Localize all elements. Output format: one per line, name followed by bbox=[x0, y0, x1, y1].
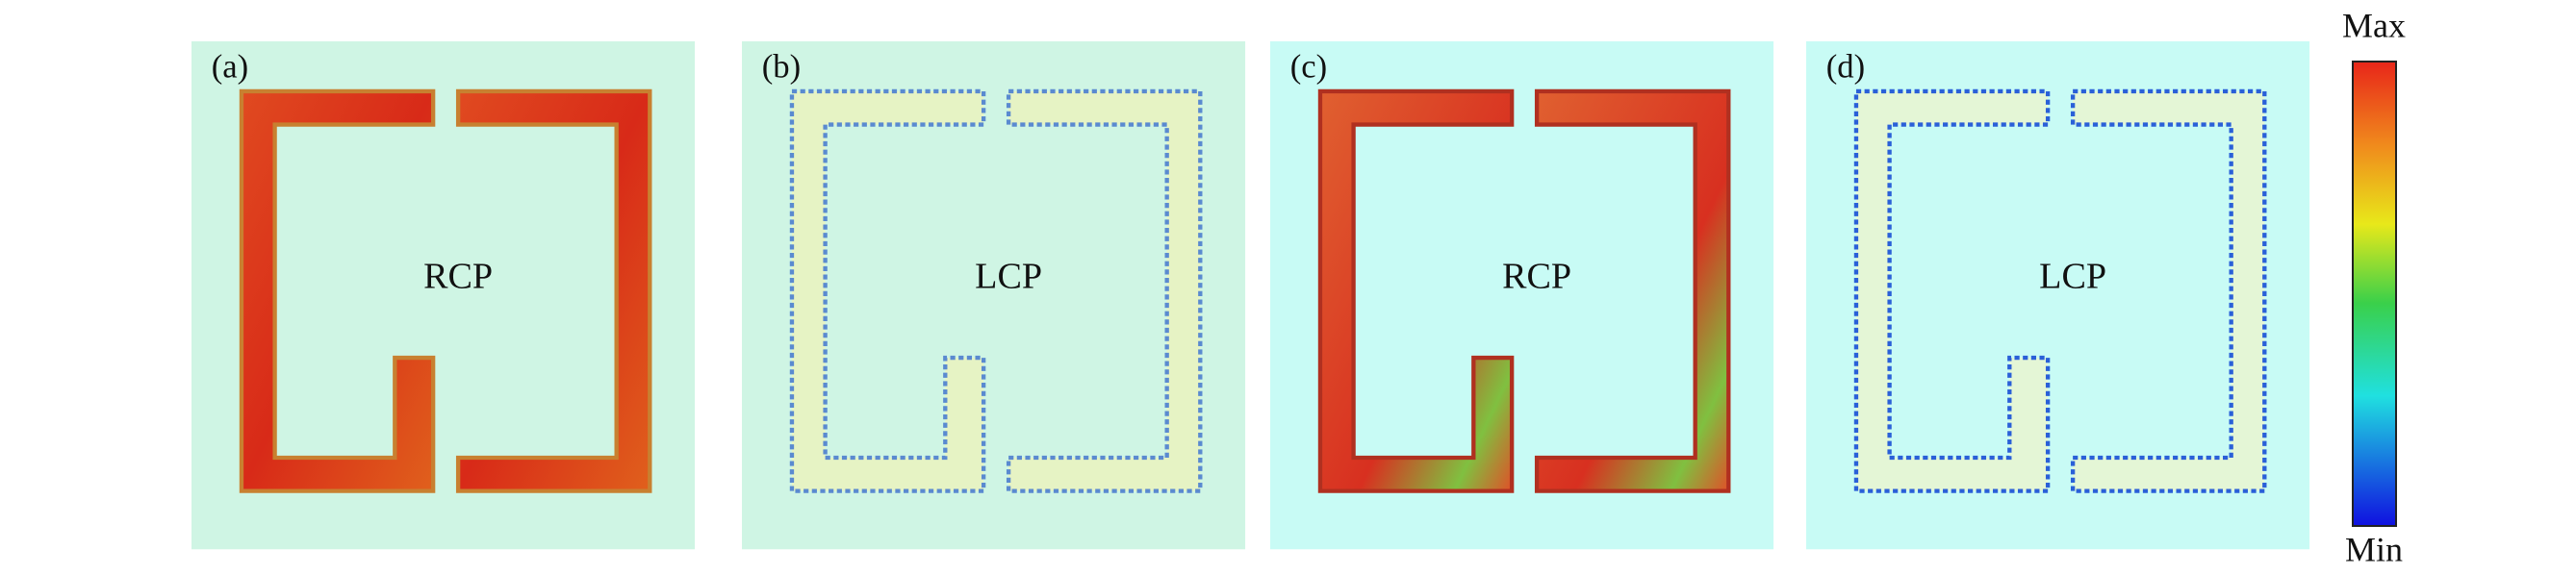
ring-right bbox=[2070, 88, 2267, 493]
panel: (a) RCP bbox=[191, 41, 696, 550]
ring-left bbox=[1853, 88, 2051, 493]
colorbar bbox=[2352, 61, 2397, 527]
panel-text: RCP bbox=[1502, 256, 1571, 296]
colorbar-min: Min bbox=[2345, 530, 2403, 568]
ring-right bbox=[1534, 88, 1731, 493]
ring-left bbox=[1317, 88, 1515, 493]
panel-label: (c) bbox=[1290, 48, 1327, 85]
panel: (c) RCP bbox=[1270, 41, 1774, 550]
colorbar-max: Max bbox=[2342, 6, 2406, 44]
panel-label: (d) bbox=[1826, 48, 1865, 85]
panel-text: RCP bbox=[423, 256, 493, 296]
panel-label: (a) bbox=[212, 48, 248, 85]
ring-left bbox=[789, 88, 986, 493]
panel: (d) LCP bbox=[1806, 41, 2310, 550]
panel-label: (b) bbox=[762, 48, 801, 85]
ring-left bbox=[239, 88, 436, 493]
panel-text: LCP bbox=[2039, 256, 2106, 296]
ring-right bbox=[1006, 88, 1203, 493]
panel: (b) LCP bbox=[742, 41, 1246, 550]
panel-text: LCP bbox=[975, 256, 1042, 296]
ring-right bbox=[455, 88, 652, 493]
